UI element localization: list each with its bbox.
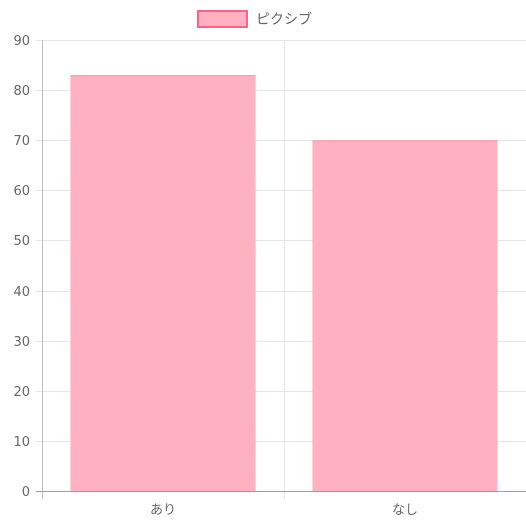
bar[interactable] [70,75,256,492]
axes [36,40,526,499]
y-tick-label: 30 [13,335,30,350]
y-tick-label: 70 [13,134,30,149]
y-tick-label: 40 [13,285,30,300]
y-tick-label: 60 [13,184,30,199]
legend[interactable]: ピクシブ [197,10,312,28]
y-tick-label: 0 [22,485,30,500]
legend-label-pixiv: ピクシブ [256,11,312,28]
y-tick-label: 90 [13,34,30,49]
y-tick-label: 10 [13,435,30,450]
x-tick-label: なし [392,503,418,518]
bar[interactable] [312,140,498,491]
x-axis-tick-labels: あり なし [150,503,418,518]
y-tick-label: 50 [13,234,30,249]
x-tick-label: あり [150,503,176,518]
y-tick-label: 20 [13,385,30,400]
y-axis-tick-labels: 0 10 20 30 40 50 60 70 80 90 [13,34,30,500]
legend-swatch-pixiv [197,10,248,28]
y-tick-label: 80 [13,84,30,99]
bars [70,75,498,492]
